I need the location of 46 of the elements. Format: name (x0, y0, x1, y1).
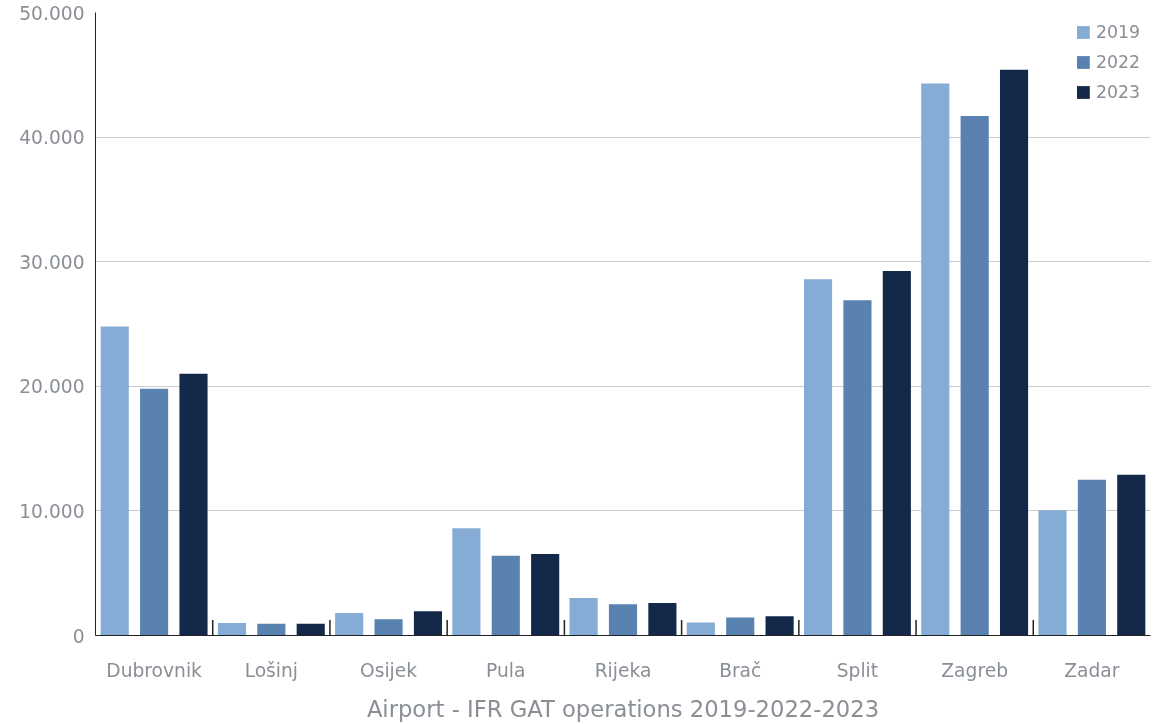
bar (843, 300, 872, 636)
bar (608, 604, 638, 636)
bar (1117, 474, 1146, 636)
bar (882, 271, 911, 636)
bar (648, 603, 677, 636)
x-tick-label: Brač (719, 659, 762, 681)
bar (257, 623, 286, 636)
y-tick-label: 0 (72, 625, 85, 647)
bar (960, 115, 989, 636)
x-tick-label: Osijek (360, 659, 418, 681)
bar (491, 555, 520, 636)
x-tick-label: Split (836, 659, 879, 681)
bar (217, 623, 247, 636)
y-tick-label: 30.000 (19, 251, 85, 273)
legend-label: 2019 (1095, 22, 1140, 42)
bar (765, 616, 794, 636)
bar (335, 613, 364, 636)
bar (531, 553, 560, 636)
x-tick-label: Pula (486, 659, 526, 681)
legend-label: 2023 (1095, 82, 1140, 102)
bar (374, 619, 403, 636)
bar (726, 617, 755, 636)
bar (569, 598, 598, 636)
bar (100, 326, 129, 636)
bar (999, 69, 1029, 636)
bar (296, 623, 325, 636)
bar (140, 388, 169, 636)
x-tick-label: Rijeka (594, 659, 652, 681)
x-axis-title: Airport - IFR GAT operations 2019-2022-2023 (366, 695, 880, 722)
x-tick-label: Zagreb (941, 659, 1008, 681)
x-tick-label: Lošinj (244, 659, 299, 681)
bar (1038, 510, 1067, 636)
bar (1077, 479, 1106, 636)
x-tick-label: Dubrovnik (106, 659, 203, 681)
x-tick-label: Zadar (1064, 659, 1120, 681)
legend-label: 2022 (1095, 52, 1140, 72)
bar (413, 611, 443, 636)
bar (452, 528, 481, 636)
y-tick-label: 40.000 (19, 127, 85, 149)
y-tick-label: 50.000 (19, 2, 85, 24)
bar (179, 373, 208, 636)
bar (686, 622, 715, 636)
bar (921, 83, 950, 636)
bar (803, 279, 833, 636)
y-tick-label: 10.000 (19, 500, 85, 522)
y-tick-label: 20.000 (19, 376, 85, 398)
